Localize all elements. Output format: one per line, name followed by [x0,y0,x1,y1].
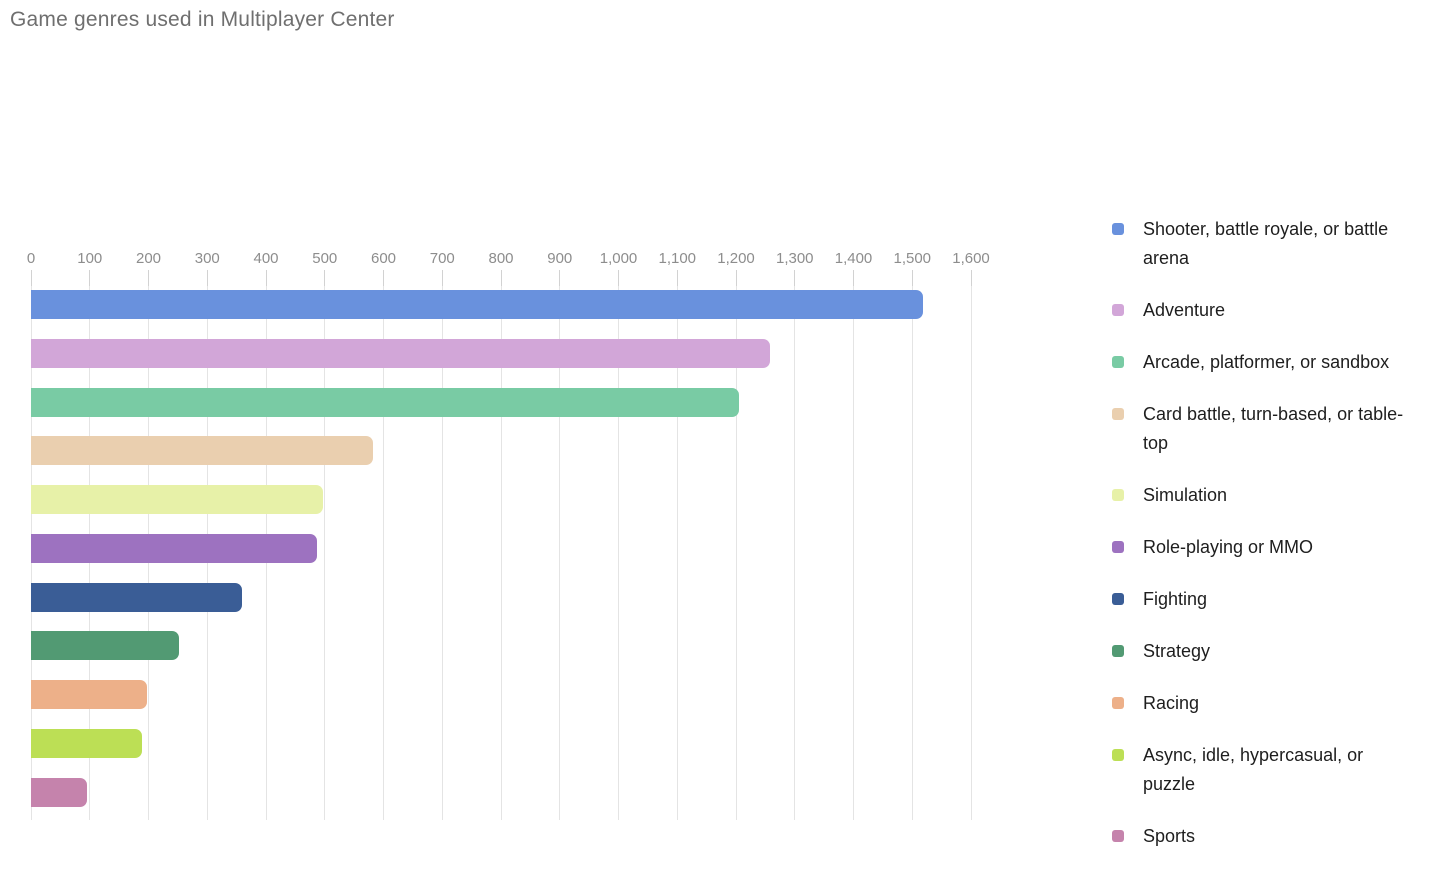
legend-item[interactable]: Sports [1112,822,1456,851]
x-axis-tick-label: 1,500 [893,250,932,267]
legend-color-swatch [1112,223,1124,235]
legend-label: Sports [1143,826,1196,846]
x-axis-tick [911,270,913,286]
bar[interactable] [31,728,143,758]
x-axis-tick [500,270,502,286]
legend-label: Card battle, turn-based, or table-top [1143,404,1404,453]
gridline [618,272,619,820]
gridline [970,272,972,820]
x-axis-tick-label: 500 [312,250,338,267]
bar[interactable] [31,338,771,368]
legend-color-swatch [1112,408,1124,420]
bar[interactable] [31,387,739,417]
bar[interactable] [31,680,147,709]
legend-label: Shooter, battle royale, or battle arena [1143,219,1389,268]
legend-item[interactable]: Shooter, battle royale, or battle arena [1112,215,1456,273]
chart-title: Game genres used in Multiplayer Center [10,8,395,31]
legend-item[interactable]: Async, idle, hypercasual, or puzzle [1112,741,1456,799]
x-axis-tick-label: 900 [547,250,573,267]
legend-item[interactable]: Simulation [1112,481,1456,510]
x-axis-tick [324,270,326,286]
x-axis-tick-label: 100 [77,250,103,267]
legend-item[interactable]: Adventure [1112,296,1456,325]
legend-color-swatch [1112,593,1124,605]
legend-label: Fighting [1143,589,1208,609]
bar[interactable] [31,436,373,466]
legend-label: Racing [1143,693,1200,713]
x-axis-tick-label: 600 [370,250,397,267]
x-axis-tick [559,270,561,286]
x-axis-tick-label: 1,300 [775,250,814,267]
x-axis-tick-label: 200 [135,250,162,267]
gridline [559,272,561,820]
bar[interactable] [31,533,317,563]
x-axis-tick-label: 0 [26,250,36,267]
x-axis-tick [735,270,737,286]
gridline [676,272,678,820]
gridline [735,272,737,820]
legend-color-swatch [1112,645,1124,657]
x-axis-tick-label: 1,400 [834,250,873,267]
x-axis-tick [970,270,972,286]
legend-item[interactable]: Card battle, turn-based, or table-top [1112,400,1456,458]
legend-item[interactable]: Role-playing or MMO [1112,533,1456,562]
bar[interactable] [31,485,323,514]
legend-color-swatch [1112,541,1124,553]
bar[interactable] [31,290,923,319]
x-axis-tick [265,270,267,286]
x-axis-tick [206,270,208,286]
x-axis-tick [89,270,91,286]
legend-item[interactable]: Racing [1112,689,1456,718]
gridline [441,272,443,820]
legend-color-swatch [1112,489,1124,501]
legend-item[interactable]: Fighting [1112,585,1456,614]
legend-color-swatch [1112,749,1124,761]
legend-label: Strategy [1143,641,1211,661]
gridline [911,272,913,820]
bar[interactable] [31,582,242,612]
legend-item[interactable]: Arcade, platformer, or sandbox [1112,348,1456,377]
legend-color-swatch [1112,304,1124,316]
legend-label: Async, idle, hypercasual, or puzzle [1143,745,1364,794]
legend-color-swatch [1112,697,1124,709]
gridline [794,272,796,820]
x-axis-tick-label: 400 [253,250,279,267]
x-axis-tick-label: 700 [429,250,455,267]
gridline [324,272,326,820]
gridline [383,272,384,820]
x-axis-tick [853,270,854,286]
x-axis-tick-label: 800 [488,250,514,267]
x-axis-tick [618,270,619,286]
x-axis-tick-label: 1,100 [658,250,697,267]
bar[interactable] [31,777,87,807]
legend: Shooter, battle royale, or battle arena A… [1112,215,1456,874]
x-axis-tick [676,270,678,286]
x-axis-tick-label: 300 [194,250,220,267]
x-axis-tick [383,270,384,286]
x-axis-tick-label: 1,600 [952,250,990,267]
legend-color-swatch [1112,830,1124,842]
x-axis-tick [441,270,443,286]
plot-area: 0 100 200 300 400 500 600 700 800 900 1,000 1,100 1,… [27,250,990,820]
x-axis-tick-label: 1,200 [717,250,755,267]
legend-item[interactable]: Strategy [1112,637,1456,666]
legend-label: Adventure [1143,300,1226,320]
bar[interactable] [31,631,180,661]
x-axis-tick [30,270,32,286]
x-axis-tick-label: 1,000 [599,250,638,267]
legend-label: Arcade, platformer, or sandbox [1143,352,1390,372]
legend-label: Role-playing or MMO [1143,537,1314,557]
gridline [500,272,502,820]
x-axis-tick [148,270,149,286]
gridline [853,272,854,820]
legend-color-swatch [1112,356,1124,368]
x-axis-tick [794,270,796,286]
legend-label: Simulation [1143,485,1228,505]
